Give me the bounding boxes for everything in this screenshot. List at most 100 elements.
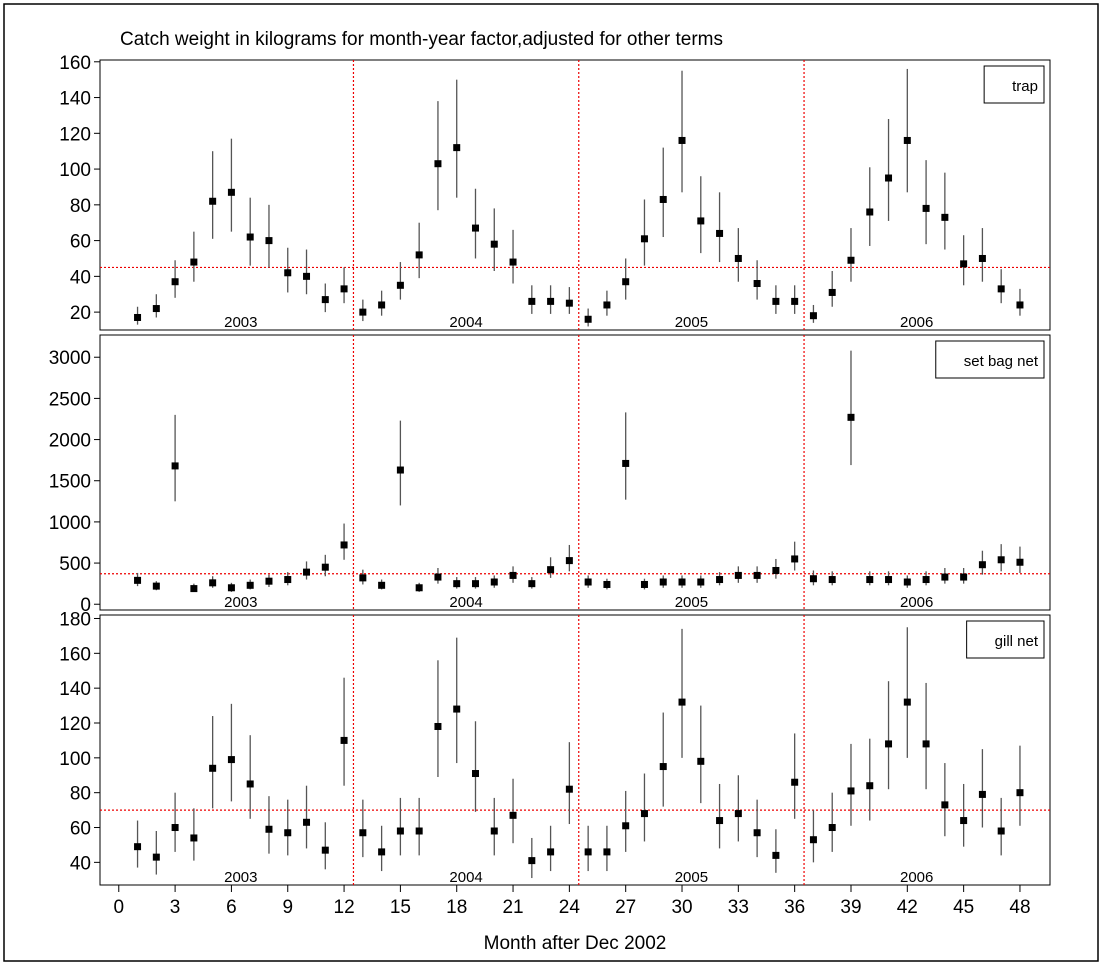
point xyxy=(791,297,799,305)
point xyxy=(791,778,799,786)
point xyxy=(922,576,930,584)
y-tick-label: 2000 xyxy=(49,431,91,452)
point xyxy=(960,260,968,268)
point xyxy=(227,584,235,592)
point xyxy=(659,578,667,586)
point xyxy=(1016,301,1024,309)
x-tick-label: 48 xyxy=(1009,897,1030,918)
point xyxy=(209,579,217,587)
y-tick-label: 120 xyxy=(59,714,91,735)
point xyxy=(547,848,555,856)
point xyxy=(565,557,573,565)
point xyxy=(866,782,874,790)
point xyxy=(415,251,423,259)
point xyxy=(265,577,273,585)
point xyxy=(697,757,705,765)
point xyxy=(960,817,968,825)
y-tick-label: 120 xyxy=(59,124,91,145)
point xyxy=(678,578,686,586)
point xyxy=(734,810,742,818)
point xyxy=(396,281,404,289)
y-tick-label: 80 xyxy=(70,196,91,217)
point xyxy=(321,846,329,854)
point xyxy=(246,233,254,241)
point xyxy=(809,836,817,844)
point xyxy=(490,827,498,835)
point xyxy=(828,824,836,832)
point xyxy=(885,740,893,748)
point xyxy=(922,740,930,748)
point xyxy=(265,825,273,833)
point xyxy=(622,278,630,286)
legend-label[interactable]: set bag net xyxy=(964,353,1039,370)
point xyxy=(960,573,968,581)
outer-frame xyxy=(3,3,1099,962)
legend-label[interactable]: gill net xyxy=(995,633,1039,650)
x-tick-label: 3 xyxy=(170,897,181,918)
x-tick-label: 0 xyxy=(113,897,124,918)
point xyxy=(284,269,292,277)
point xyxy=(659,195,667,203)
point xyxy=(303,568,311,576)
year-label: 2006 xyxy=(900,594,933,611)
point xyxy=(528,857,536,865)
y-tick-label: 60 xyxy=(70,819,91,840)
point xyxy=(978,790,986,798)
point xyxy=(528,297,536,305)
y-tick-label: 100 xyxy=(59,160,91,181)
point xyxy=(378,581,386,589)
point xyxy=(772,297,780,305)
y-tick-label: 140 xyxy=(59,679,91,700)
point xyxy=(246,581,254,589)
point xyxy=(396,827,404,835)
point xyxy=(922,204,930,212)
point xyxy=(359,829,367,837)
point xyxy=(753,571,761,579)
x-tick-label: 36 xyxy=(784,897,805,918)
point xyxy=(603,580,611,588)
point xyxy=(378,848,386,856)
point xyxy=(809,575,817,583)
point xyxy=(847,413,855,421)
y-tick-label: 160 xyxy=(59,53,91,74)
point xyxy=(772,851,780,859)
point xyxy=(509,571,517,579)
point xyxy=(1016,558,1024,566)
year-label: 2006 xyxy=(900,869,933,886)
x-tick-label: 21 xyxy=(502,897,523,918)
point xyxy=(622,459,630,467)
point xyxy=(866,576,874,584)
legend-label[interactable]: trap xyxy=(1012,78,1038,95)
x-tick-label: 24 xyxy=(559,897,581,918)
point xyxy=(978,561,986,569)
point xyxy=(791,555,799,563)
year-label: 2003 xyxy=(224,314,257,331)
year-label: 2005 xyxy=(675,314,708,331)
year-label: 2005 xyxy=(675,869,708,886)
point xyxy=(340,285,348,293)
point xyxy=(547,297,555,305)
point xyxy=(584,315,592,323)
panel-frame xyxy=(99,614,1051,886)
point xyxy=(1016,789,1024,797)
point xyxy=(359,574,367,582)
point xyxy=(847,787,855,795)
point xyxy=(997,285,1005,293)
point xyxy=(734,571,742,579)
point xyxy=(603,301,611,309)
panel-frame xyxy=(99,334,1051,611)
point xyxy=(152,305,160,313)
year-label: 2004 xyxy=(449,314,482,331)
point xyxy=(190,585,198,593)
point xyxy=(828,288,836,296)
point xyxy=(134,576,142,584)
point xyxy=(284,576,292,584)
point xyxy=(565,299,573,307)
point xyxy=(678,136,686,144)
point xyxy=(753,829,761,837)
point xyxy=(396,466,404,474)
point xyxy=(716,817,724,825)
point xyxy=(584,848,592,856)
x-tick-label: 27 xyxy=(615,897,636,918)
point xyxy=(941,801,949,809)
